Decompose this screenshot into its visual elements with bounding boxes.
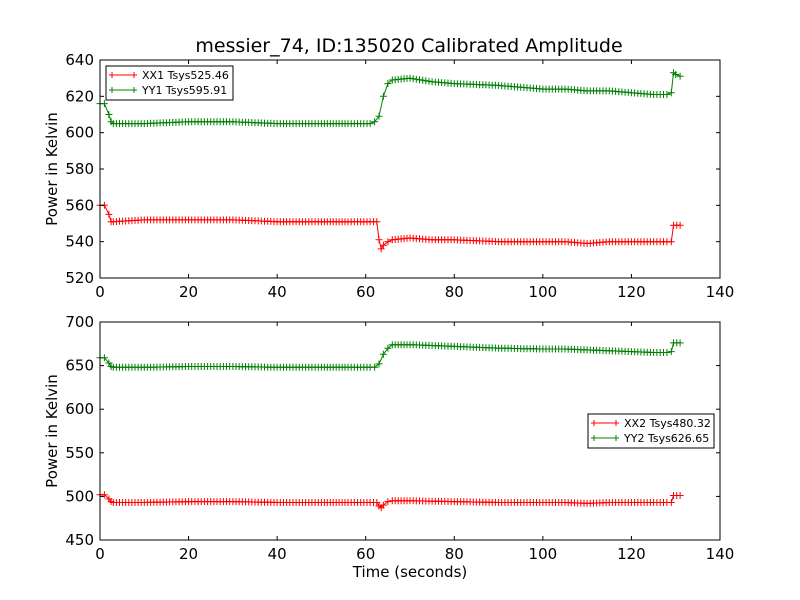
plus-marker [105,210,113,218]
plus-marker [676,339,684,347]
legend-label: YY2 Tsys626.65 [623,432,709,445]
x-tick-label: 140 [706,283,735,301]
plus-marker [371,118,379,126]
plus-marker [667,89,675,97]
y-tick-label: 450 [65,531,94,549]
x-tick-label: 20 [179,545,198,563]
x-tick-label: 60 [356,283,375,301]
x-tick-label: 20 [179,283,198,301]
legend-marker [109,87,115,93]
plus-marker [373,218,381,226]
x-tick-label: 120 [617,545,646,563]
plus-marker [379,501,387,509]
y-tick-label: 640 [65,51,94,69]
x-tick-label: 120 [617,283,646,301]
x-tick-label: 140 [706,545,735,563]
x-axis-label: Time (seconds) [352,563,468,581]
plus-marker [100,354,108,362]
x-tick-label: 0 [95,545,105,563]
plus-marker [384,80,392,88]
plus-marker [100,491,108,499]
plus-marker [384,498,392,506]
y-tick-label: 540 [65,233,94,251]
y-tick-label: 520 [65,269,94,287]
legend-label: XX2 Tsys480.32 [624,417,711,430]
x-tick-label: 100 [529,545,558,563]
plus-marker [100,100,108,108]
y-tick-label: 580 [65,160,94,178]
legend-marker [131,87,137,93]
legend-marker [591,435,597,441]
axes-frame [99,321,721,541]
legend: XX2 Tsys480.32 YY2 Tsys626.65 [587,413,715,449]
legend-marker [613,435,619,441]
plus-marker [384,344,392,352]
y-tick-label: 700 [65,313,94,331]
legend-box [587,413,715,449]
plus-marker [419,76,427,84]
x-tick-label: 40 [268,283,287,301]
series-1 [96,491,684,512]
plus-marker [375,360,383,368]
y-tick-label: 600 [65,400,94,418]
plus-marker [663,91,671,98]
x-tick-label: 100 [529,283,558,301]
x-tick-label: 40 [268,545,287,563]
plus-marker [667,238,675,246]
series-1 [96,201,684,253]
x-tick-label: 60 [356,545,375,563]
y-tick-label: 620 [65,87,94,105]
plus-marker [371,363,379,371]
series-2 [96,69,684,128]
legend-marker [613,420,619,426]
legend-label: XX1 Tsys525.46 [142,69,229,82]
plus-marker [379,350,387,358]
x-tick-label: 80 [445,283,464,301]
legend: XX1 Tsys525.46 YY1 Tsys595.91 [105,65,234,101]
plus-marker [667,348,675,356]
y-tick-label: 560 [65,196,94,214]
x-tick-label: 0 [95,283,105,301]
bottom-panel: 0 20 40 60 80 100 120 140 450 500 550 600 650 700 Powe… [43,313,734,563]
plus-marker [676,221,684,229]
plus-marker [375,112,383,120]
plus-marker [663,349,671,356]
plus-marker [379,241,387,249]
top-panel: 0 20 40 60 80 100 120 140 520 540 560 580 600 620 640 P… [43,51,734,301]
legend-marker [109,72,115,78]
plus-marker [105,111,113,118]
y-tick-label: 500 [65,487,94,505]
series-2 [96,339,684,371]
plus-marker [672,71,680,78]
legend-marker [131,72,137,78]
plus-marker [676,72,684,80]
y-tick-label: 650 [65,357,94,375]
plus-marker [375,236,383,244]
legend-marker [591,420,597,426]
plus-marker [379,92,387,100]
y-axis-label: Power in Kelvin [43,374,61,488]
y-axis-label: Power in Kelvin [43,112,61,226]
plus-marker [384,238,392,246]
y-tick-label: 600 [65,124,94,142]
plus-marker [366,120,374,128]
y-tick-label: 550 [65,444,94,462]
plus-marker [676,492,684,499]
plus-marker [377,245,385,253]
legend-box [105,65,234,101]
legend-label: YY1 Tsys595.91 [141,84,227,97]
plus-marker [667,499,675,506]
x-tick-label: 80 [445,545,464,563]
figure-title: messier_74, ID:135020 Calibrated Amplitu… [195,35,622,57]
